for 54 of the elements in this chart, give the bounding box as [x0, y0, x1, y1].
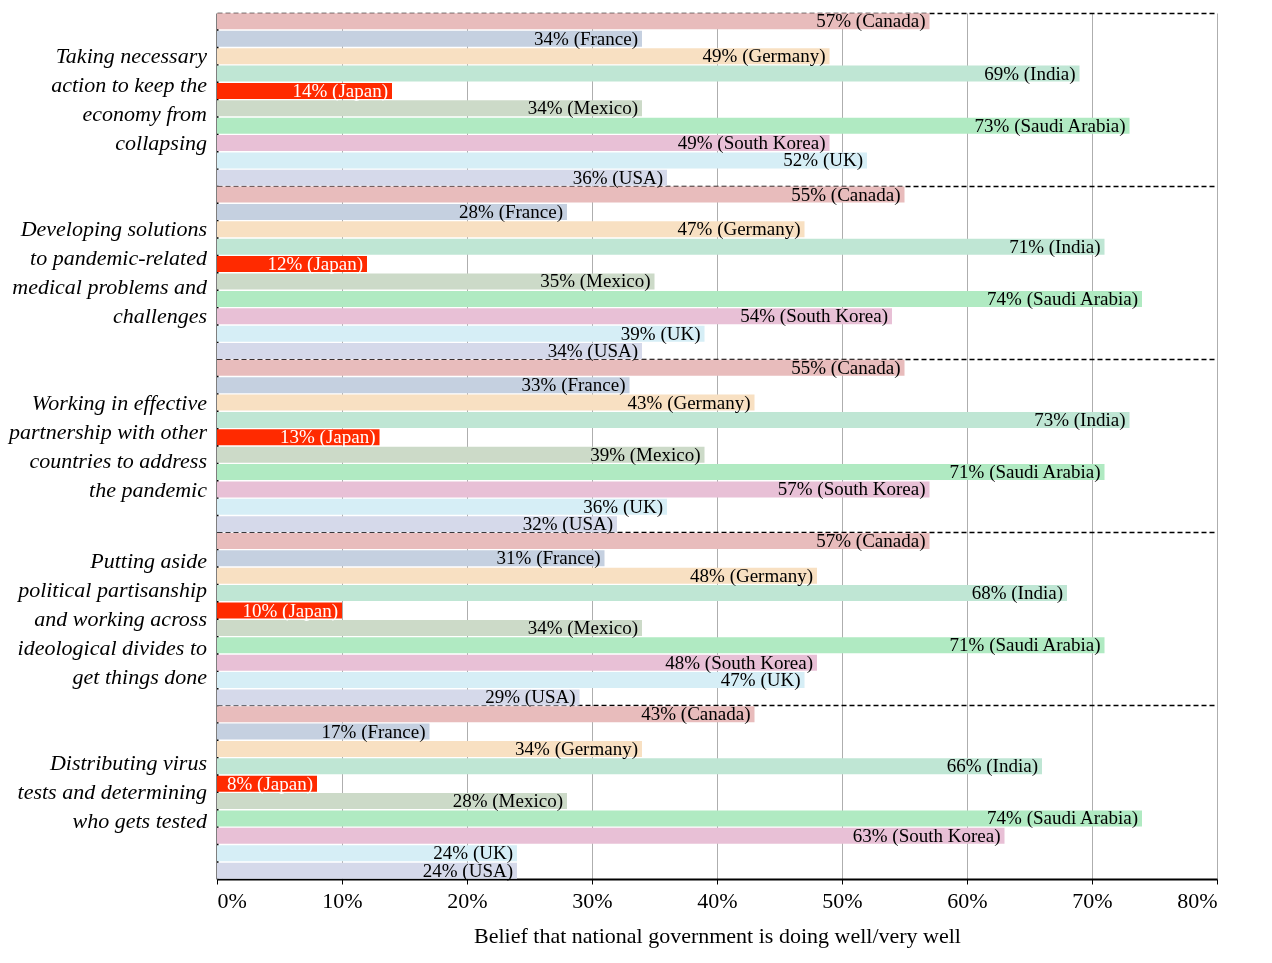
data-label: 55% (Canada) — [791, 183, 901, 206]
y-tick-label: Working in effective partnership with other countries to address the pandemic — [6, 389, 208, 502]
data-label: 13% (Japan) — [280, 426, 376, 449]
data-label: 36% (USA) — [572, 166, 663, 189]
data-label: 8% (Japan) — [227, 772, 313, 795]
data-label: 71% (Saudi Arabia) — [949, 461, 1101, 484]
data-label: 10% (Japan) — [242, 599, 338, 622]
x-tick-label: 80% — [1177, 887, 1218, 913]
data-label: 73% (India) — [1034, 408, 1126, 431]
data-label: 68% (India) — [971, 582, 1063, 605]
data-label: 34% (Mexico) — [527, 97, 638, 120]
y-tick-label: Putting aside political partisanship and working across ideological divides to get things done — [16, 548, 208, 690]
data-label: 34% (Germany) — [515, 737, 638, 760]
data-label: 57% (Canada) — [816, 10, 926, 33]
data-label: 48% (Germany) — [690, 564, 813, 587]
data-label: 71% (India) — [1009, 235, 1101, 258]
x-tick-label: 10% — [322, 887, 363, 913]
y-tick-label: Distributing virus tests and determining who gets tested — [17, 750, 208, 834]
y-tick-label: Developing solutions to pandemic-related medical problems and challenges — [12, 216, 208, 329]
data-label: 43% (Canada) — [641, 703, 751, 726]
data-label: 14% (Japan) — [292, 79, 388, 102]
data-label: 71% (Saudi Arabia) — [949, 634, 1101, 657]
data-label: 57% (Canada) — [816, 529, 926, 552]
data-label: 73% (Saudi Arabia) — [974, 114, 1126, 137]
data-label: 24% (UK) — [433, 842, 513, 865]
data-label: 31% (France) — [496, 547, 601, 570]
data-label: 29% (USA) — [485, 686, 576, 709]
data-label: 34% (Mexico) — [527, 616, 638, 639]
data-label: 28% (France) — [459, 200, 563, 223]
data-label: 66% (India) — [946, 755, 1038, 778]
x-tick-label: 70% — [1072, 887, 1113, 913]
data-label: 12% (Japan) — [267, 253, 363, 276]
data-label: 47% (Germany) — [677, 218, 801, 241]
data-label: 55% (Canada) — [791, 356, 901, 379]
data-label: 74% (Saudi Arabia) — [987, 287, 1138, 310]
x-tick-label: 60% — [947, 887, 988, 913]
data-label: 28% (Mexico) — [452, 790, 563, 813]
data-label: 17% (France) — [321, 720, 426, 743]
data-label: 57% (South Korea) — [777, 478, 926, 501]
x-tick-label: 30% — [572, 887, 613, 913]
x-tick-label: 20% — [447, 887, 488, 913]
data-label: 49% (Germany) — [702, 45, 826, 68]
y-tick-label: Taking necessary action to keep the economy from collapsing — [51, 43, 208, 156]
data-label: 69% (India) — [984, 62, 1076, 85]
data-label: 35% (Mexico) — [540, 270, 651, 293]
data-label: 33% (France) — [521, 374, 626, 397]
data-label: 39% (Mexico) — [590, 443, 701, 466]
data-label: 54% (South Korea) — [740, 305, 888, 328]
x-tick-label: 50% — [822, 887, 863, 913]
data-label: 34% (France) — [534, 27, 638, 50]
x-tick-label: 0% — [217, 887, 247, 913]
x-tick-label: 40% — [697, 887, 738, 913]
data-label: 43% (Germany) — [627, 391, 751, 414]
x-axis-title: Belief that national government is doing well/very well — [474, 922, 961, 948]
